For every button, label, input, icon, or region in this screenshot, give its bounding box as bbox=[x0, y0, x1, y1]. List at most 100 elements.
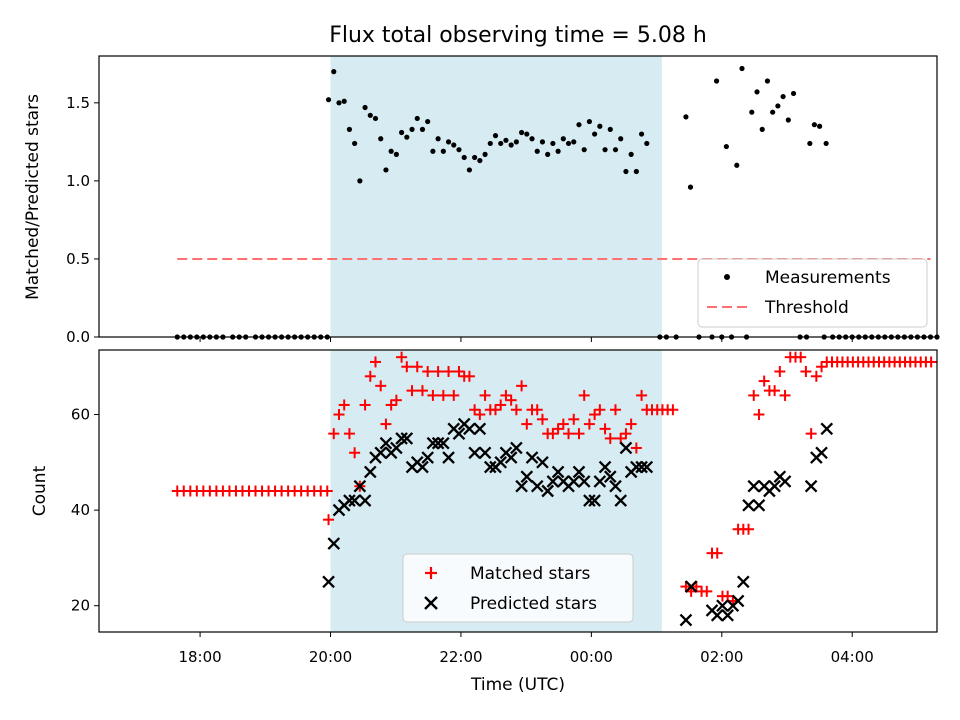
top-y-axis: 0.0 0.5 1.0 1.5 bbox=[66, 94, 853, 346]
measurement-point bbox=[357, 178, 363, 184]
measurement-point bbox=[633, 168, 639, 175]
matched-star-point bbox=[748, 389, 760, 401]
matched-star-point bbox=[743, 523, 755, 535]
predicted-star-point bbox=[768, 479, 781, 493]
top-ytick-label: 1.0 bbox=[66, 172, 90, 190]
matched-star-point bbox=[667, 404, 679, 416]
matched-star-point bbox=[568, 413, 580, 425]
measurement-point bbox=[683, 114, 689, 120]
measurement-point bbox=[456, 147, 462, 153]
measurement-point bbox=[409, 126, 415, 132]
predicted-star-point bbox=[815, 446, 828, 460]
measurement-point bbox=[739, 65, 745, 72]
matched-star-point bbox=[401, 361, 413, 373]
matched-star-point bbox=[343, 428, 355, 440]
predicted-star-point bbox=[721, 608, 734, 622]
predicted-star-point bbox=[742, 499, 755, 512]
matched-star-point bbox=[620, 428, 632, 440]
matched-star-point bbox=[925, 356, 937, 368]
measurement-point bbox=[817, 123, 823, 129]
predicted-star-point bbox=[473, 422, 487, 436]
matched-star-point bbox=[448, 389, 460, 401]
measurement-point bbox=[713, 78, 720, 84]
predicted-star-point bbox=[588, 494, 601, 507]
measurement-point bbox=[592, 131, 598, 137]
matched-star-point bbox=[338, 399, 350, 411]
measurement-point bbox=[586, 118, 593, 125]
xlabel: Time (UTC) bbox=[470, 675, 565, 695]
measurement-point bbox=[388, 148, 394, 154]
matched-star-point bbox=[701, 585, 713, 597]
predicted-star-point bbox=[567, 475, 581, 488]
measurement-point bbox=[550, 140, 556, 147]
measurement-point bbox=[529, 136, 535, 142]
predicted-star-point bbox=[820, 422, 834, 436]
predicted-star-point bbox=[572, 465, 586, 479]
measurement-point bbox=[545, 151, 551, 157]
matched-star-point bbox=[774, 366, 786, 378]
matched-star-point bbox=[604, 432, 616, 444]
predicted-star-point bbox=[520, 470, 534, 483]
matched-star-point bbox=[510, 404, 522, 416]
measurement-point bbox=[461, 154, 467, 161]
measurement-point bbox=[571, 139, 577, 145]
matched-star-point bbox=[422, 366, 434, 378]
predicted-star-point bbox=[363, 465, 377, 479]
xtick-label: 20:00 bbox=[309, 648, 352, 666]
matched-star-point bbox=[599, 423, 611, 435]
predicted-star-point bbox=[710, 608, 724, 622]
measurement-point bbox=[346, 126, 353, 132]
measurement-point bbox=[472, 154, 478, 161]
matched-star-point bbox=[625, 418, 637, 430]
matched-star-point bbox=[495, 399, 507, 411]
predicted-star-point bbox=[546, 475, 560, 488]
predicted-star-point bbox=[804, 479, 818, 493]
measurement-point bbox=[597, 123, 603, 129]
measurement-point bbox=[518, 129, 525, 136]
legend-threshold-label: Threshold bbox=[764, 298, 849, 318]
measurement-point bbox=[754, 89, 760, 95]
predicted-star-point bbox=[510, 441, 523, 455]
predicted-star-point bbox=[609, 479, 622, 493]
matched-star-point bbox=[390, 394, 402, 406]
measurement-point bbox=[770, 109, 776, 115]
measurement-point bbox=[555, 148, 561, 154]
predicted-star-point bbox=[525, 451, 539, 464]
matched-star-point bbox=[333, 409, 345, 421]
predicted-star-point bbox=[619, 441, 633, 455]
measurement-point bbox=[445, 139, 452, 145]
matched-star-point bbox=[490, 404, 502, 416]
measurement-point bbox=[331, 69, 337, 75]
predicted-star-point bbox=[468, 446, 481, 460]
measurement-point bbox=[534, 148, 540, 154]
predicted-star-point bbox=[400, 432, 414, 445]
measurement-point bbox=[466, 167, 473, 173]
xtick-label: 02:00 bbox=[700, 648, 743, 666]
legend-measurements-marker bbox=[724, 274, 730, 280]
measurement-point bbox=[811, 122, 817, 128]
matched-star-point bbox=[722, 590, 734, 602]
top-ytick-label: 0.0 bbox=[66, 328, 90, 346]
legend-measurements-label: Measurements bbox=[765, 268, 891, 288]
predicted-star-point bbox=[731, 594, 745, 608]
matched-star-point bbox=[469, 404, 481, 416]
predicted-star-point bbox=[343, 494, 356, 507]
measurement-point bbox=[503, 137, 509, 143]
matched-star-point bbox=[505, 394, 517, 406]
matched-star-point bbox=[779, 389, 791, 401]
matched-star-point bbox=[375, 380, 387, 392]
matched-star-point bbox=[609, 404, 621, 416]
measurement-point bbox=[749, 109, 755, 115]
predicted-star-point bbox=[416, 460, 429, 474]
matched-star-point bbox=[385, 399, 397, 411]
matched-star-point bbox=[758, 375, 770, 387]
predicted-star-point bbox=[593, 475, 607, 488]
measurement-point bbox=[477, 157, 483, 164]
matched-star-point bbox=[563, 428, 575, 440]
chart-title: Flux total observing time = 5.08 h bbox=[329, 23, 707, 48]
matched-star-point bbox=[323, 514, 335, 526]
matched-star-point bbox=[557, 418, 569, 430]
matched-star-point bbox=[536, 413, 548, 425]
predicted-star-point bbox=[635, 460, 648, 474]
